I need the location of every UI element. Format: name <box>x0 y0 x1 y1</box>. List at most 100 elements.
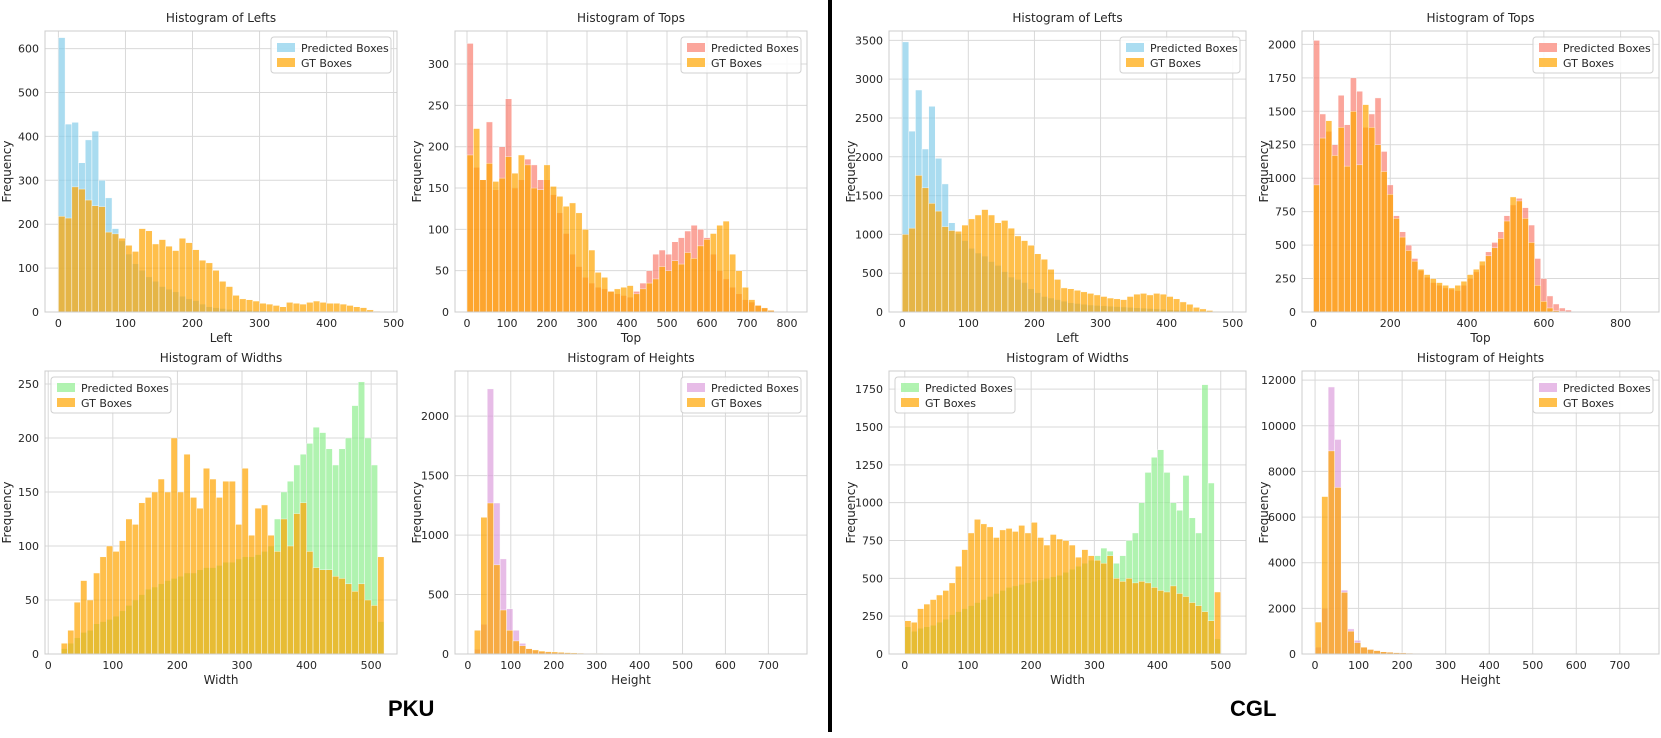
chart-title: Histogram of Heights <box>1417 351 1544 365</box>
histogram-bar <box>493 564 501 655</box>
legend: Predicted Boxes GT Boxes <box>680 376 802 414</box>
histogram-bar <box>980 523 988 655</box>
histogram-bar <box>741 286 749 313</box>
histogram-bar <box>1120 299 1128 313</box>
legend-box <box>270 36 392 74</box>
histogram-bar <box>1062 540 1070 655</box>
histogram-bar <box>1393 218 1400 313</box>
legend: Predicted Boxes GT Boxes <box>1532 36 1654 74</box>
legend-swatch <box>901 383 919 392</box>
histogram-bar <box>1067 288 1075 313</box>
legend-swatch <box>57 398 75 407</box>
histogram-bar <box>252 300 260 313</box>
x-tick-label: 100 <box>957 659 978 672</box>
histogram-bar <box>556 196 564 313</box>
legend: Predicted Boxes GT Boxes <box>894 376 1016 414</box>
histogram-bar <box>1100 296 1108 313</box>
y-tick-label: 500 <box>862 267 883 280</box>
histogram-bar <box>1509 196 1517 313</box>
histogram-bar <box>948 230 956 313</box>
histogram-bar <box>1195 605 1203 655</box>
x-tick-label: 400 <box>1479 659 1500 672</box>
histogram-bar <box>1034 253 1042 313</box>
histogram-bar <box>923 603 931 655</box>
y-axis-label: Frequency <box>0 482 14 544</box>
histogram-bar <box>145 230 153 313</box>
histogram-bar <box>1442 284 1449 313</box>
histogram-bar <box>1125 578 1133 655</box>
legend-box <box>1532 376 1654 414</box>
legend-entry: GT Boxes <box>711 397 762 410</box>
x-tick-label: 300 <box>1090 317 1111 330</box>
histogram-bar <box>196 507 204 655</box>
histogram-bar <box>1047 269 1055 313</box>
histogram-bar <box>1436 282 1443 313</box>
legend-swatch <box>1539 398 1557 407</box>
x-tick-label: 700 <box>737 317 758 330</box>
histogram-bar <box>1106 555 1114 655</box>
group-label-cgl: CGL <box>1230 696 1277 721</box>
histogram-bar <box>709 233 717 313</box>
y-axis-label: Frequency <box>1257 141 1271 203</box>
histogram-bar <box>1007 227 1015 313</box>
histogram-bar <box>532 649 539 655</box>
histogram-bar <box>293 513 301 655</box>
histogram-bar <box>1020 240 1029 313</box>
histogram-bar <box>505 156 513 313</box>
y-tick-label: 200 <box>428 141 449 154</box>
legend-swatch <box>1539 383 1557 392</box>
histogram-bar <box>1043 544 1051 655</box>
histogram-bar <box>248 534 256 655</box>
histogram-bar <box>219 281 227 313</box>
histogram-bar <box>569 202 577 313</box>
legend-entry: Predicted Boxes <box>81 382 169 395</box>
x-tick-label: 500 <box>1222 317 1243 330</box>
histogram-bar <box>974 214 982 313</box>
chart-title: Histogram of Widths <box>1006 351 1129 365</box>
legend-entry: Predicted Boxes <box>1150 42 1238 55</box>
histogram-bar <box>1068 544 1076 655</box>
y-tick-label: 50 <box>435 265 449 278</box>
legend-box <box>894 376 1016 414</box>
histogram-bar <box>486 502 494 655</box>
chart-title: Histogram of Heights <box>567 351 694 365</box>
histogram-bar <box>1056 538 1064 655</box>
histogram-bar <box>901 234 910 313</box>
histogram-bar <box>1334 487 1342 655</box>
histogram-bar <box>1454 284 1462 313</box>
legend-entry: Predicted Boxes <box>1563 382 1651 395</box>
histogram-bar <box>64 217 73 313</box>
x-tick-label: 300 <box>1435 659 1456 672</box>
histogram-bar <box>1534 284 1542 313</box>
histogram-bar <box>1054 279 1062 313</box>
x-tick-label: 200 <box>543 659 564 672</box>
y-axis-label: Frequency <box>410 141 424 203</box>
histogram-bar <box>1030 522 1038 655</box>
x-tick-label: 400 <box>1156 317 1177 330</box>
histogram-bar <box>633 293 641 313</box>
histogram-bar <box>198 259 207 313</box>
chart-cgl-heights: 0 2000 4000 6000 8000 10000 12000 0 100 200 300 400… <box>1257 351 1660 687</box>
chart-title: Histogram of Lefts <box>166 11 276 25</box>
legend-entry: GT Boxes <box>81 397 132 410</box>
histogram-bar <box>86 599 94 655</box>
y-tick-label: 3000 <box>855 73 883 86</box>
y-tick-label: 1500 <box>1268 105 1296 118</box>
histogram-bar <box>748 299 756 313</box>
x-tick-label: 200 <box>167 659 188 672</box>
histogram-bar <box>312 300 321 313</box>
y-tick-label: 0 <box>32 306 39 319</box>
y-tick-label: 2000 <box>1268 602 1296 615</box>
histogram-bar <box>1503 220 1511 313</box>
histogram-bar <box>1448 287 1456 313</box>
histogram-bar <box>1347 630 1355 655</box>
y-tick-label: 1750 <box>855 383 883 396</box>
histogram-bar <box>1314 621 1322 655</box>
histogram-bar <box>936 594 943 655</box>
histogram-bar <box>111 233 120 313</box>
histogram-bar <box>479 179 487 313</box>
y-tick-label: 100 <box>428 223 449 236</box>
histogram-bar <box>209 478 217 655</box>
group-label-pku: PKU <box>388 696 435 721</box>
plot-frame <box>44 30 398 313</box>
